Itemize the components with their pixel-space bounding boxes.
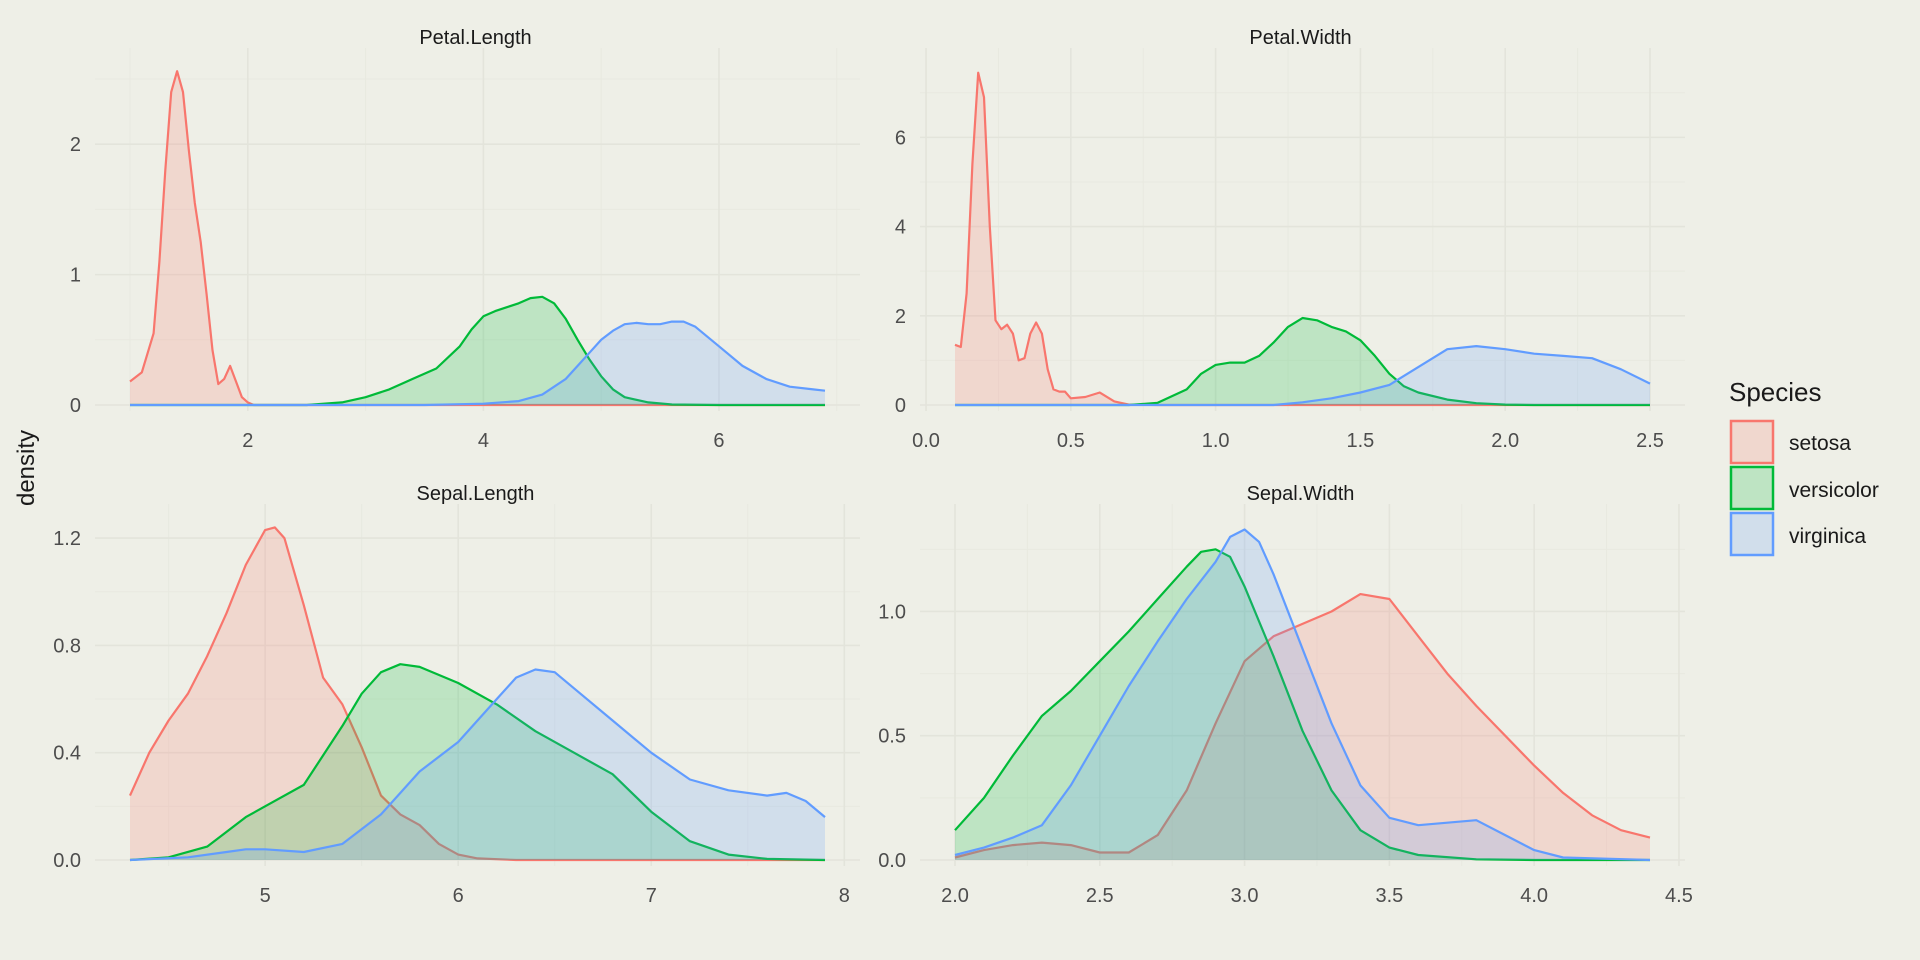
panel-sepal-width-grid (920, 504, 1685, 866)
panel-petal-width-ticks: 0.0 0.5 1.0 1.5 2.0 2.5 0 2 4 6 (895, 127, 1664, 452)
legend-item-virginica: virginica (1729, 511, 1866, 557)
legend-label-setosa: setosa (1789, 432, 1851, 455)
x-tick-label: 2.0 (1491, 430, 1519, 452)
legend-key-setosa (1729, 419, 1775, 465)
x-tick-label: 4 (478, 430, 489, 452)
x-tick-label: 1.5 (1347, 430, 1375, 452)
panel-petal-width: 0.0 0.5 1.0 1.5 2.0 2.5 0 2 4 6 Petal.Width (895, 27, 1685, 452)
x-tick-label: 2.5 (1086, 885, 1114, 907)
density-area-versicolor (955, 318, 1650, 405)
panel-petal-width-minor-grid (920, 48, 1685, 411)
panel-petal-length-series (129, 70, 826, 407)
density-area-versicolor (955, 549, 1650, 860)
x-tick-label: 6 (713, 430, 724, 452)
density-line-virginica (130, 320, 826, 407)
density-area-setosa (130, 71, 825, 405)
legend-item-setosa: setosa (1729, 419, 1851, 465)
density-line-setosa (128, 526, 825, 862)
y-tick-label: 6 (895, 127, 906, 149)
y-tick-label: 1.2 (53, 528, 81, 550)
x-tick-label: 2.5 (1636, 430, 1664, 452)
x-tick-label: 4.0 (1520, 885, 1548, 907)
panel-title-petal-length: Petal.Length (419, 27, 531, 49)
density-line-versicolor (130, 295, 825, 407)
legend: Species setosa versicolor virginica (1729, 377, 1879, 557)
x-tick-label: 3.0 (1231, 885, 1259, 907)
panel-sepal-length-series (128, 526, 826, 862)
legend-label-versicolor: versicolor (1789, 479, 1879, 502)
y-tick-label: 2 (70, 134, 81, 156)
y-tick-label: 0 (895, 395, 906, 417)
x-tick-label: 6 (453, 885, 464, 907)
x-tick-label: 2 (242, 430, 253, 452)
x-tick-label: 0.5 (1057, 430, 1085, 452)
x-tick-label: 7 (646, 885, 657, 907)
density-area-virginica (130, 669, 825, 860)
panel-sepal-length-minor-grid (95, 504, 860, 866)
panel-petal-length-minor-grid (95, 48, 860, 411)
legend-key-virginica (1729, 511, 1775, 557)
x-tick-label: 8 (839, 885, 850, 907)
y-tick-label: 4 (895, 217, 906, 239)
density-area-virginica (955, 529, 1650, 860)
legend-key-versicolor (1729, 465, 1775, 511)
y-tick-label: 0.8 (53, 635, 81, 657)
y-tick-label: 0 (70, 395, 81, 417)
panel-title-sepal-width: Sepal.Width (1247, 483, 1355, 505)
density-area-setosa (130, 527, 825, 860)
panel-title-petal-width: Petal.Width (1249, 27, 1351, 49)
density-area-versicolor (130, 664, 825, 860)
legend-label-virginica: virginica (1789, 525, 1866, 548)
density-line-virginica (955, 345, 1651, 407)
y-tick-label: 1.0 (878, 601, 906, 623)
panel-petal-length-ticks: 2 4 6 0 1 2 (70, 134, 725, 452)
panel-petal-width-series (954, 71, 1651, 407)
x-tick-label: 4.5 (1665, 885, 1693, 907)
x-tick-label: 0.0 (912, 430, 940, 452)
y-axis-label: density (13, 430, 40, 506)
panel-sepal-length-ticks: 5 6 7 8 0.0 0.4 0.8 1.2 (53, 528, 850, 907)
y-tick-label: 0.5 (878, 726, 906, 748)
x-tick-label: 3.5 (1375, 885, 1403, 907)
panel-sepal-width: 2.0 2.5 3.0 3.5 4.0 4.5 0.0 0.5 1.0 Sepal.Width (878, 483, 1693, 907)
density-line-versicolor (954, 548, 1650, 862)
y-tick-label: 0.4 (53, 743, 81, 765)
y-tick-label: 0.0 (53, 850, 81, 872)
density-area-virginica (130, 321, 825, 405)
density-line-versicolor (955, 316, 1650, 407)
density-line-virginica (129, 668, 826, 862)
density-area-setosa (955, 594, 1650, 860)
legend-item-versicolor: versicolor (1729, 465, 1879, 511)
panel-petal-length: 2 4 6 0 1 2 Petal.Length (70, 27, 860, 452)
density-line-virginica (954, 528, 1651, 862)
density-line-setosa (954, 71, 1650, 407)
x-tick-label: 5 (260, 885, 271, 907)
x-tick-label: 2.0 (941, 885, 969, 907)
panel-sepal-width-series (954, 528, 1651, 862)
facet-panels: 2 4 6 0 1 2 Petal.Length 0.0 0.5 1.0 1.5 2.0 2.5 0 2 4 6… (53, 27, 1693, 907)
panel-sepal-length-grid (95, 504, 860, 866)
density-area-setosa (955, 72, 1650, 405)
y-tick-label: 0.0 (878, 850, 906, 872)
x-tick-label: 1.0 (1202, 430, 1230, 452)
density-area-virginica (955, 346, 1650, 405)
panel-sepal-width-minor-grid (920, 504, 1685, 866)
density-line-setosa (954, 593, 1651, 859)
y-tick-label: 1 (70, 265, 81, 287)
y-tick-label: 2 (895, 306, 906, 328)
panel-title-sepal-length: Sepal.Length (417, 483, 535, 505)
legend-title: Species (1729, 377, 1822, 407)
panel-sepal-length: 5 6 7 8 0.0 0.4 0.8 1.2 Sepal.Length (53, 483, 860, 907)
panel-sepal-width-ticks: 2.0 2.5 3.0 3.5 4.0 4.5 0.0 0.5 1.0 (878, 601, 1693, 907)
density-line-versicolor (129, 663, 826, 862)
density-area-versicolor (130, 296, 825, 405)
